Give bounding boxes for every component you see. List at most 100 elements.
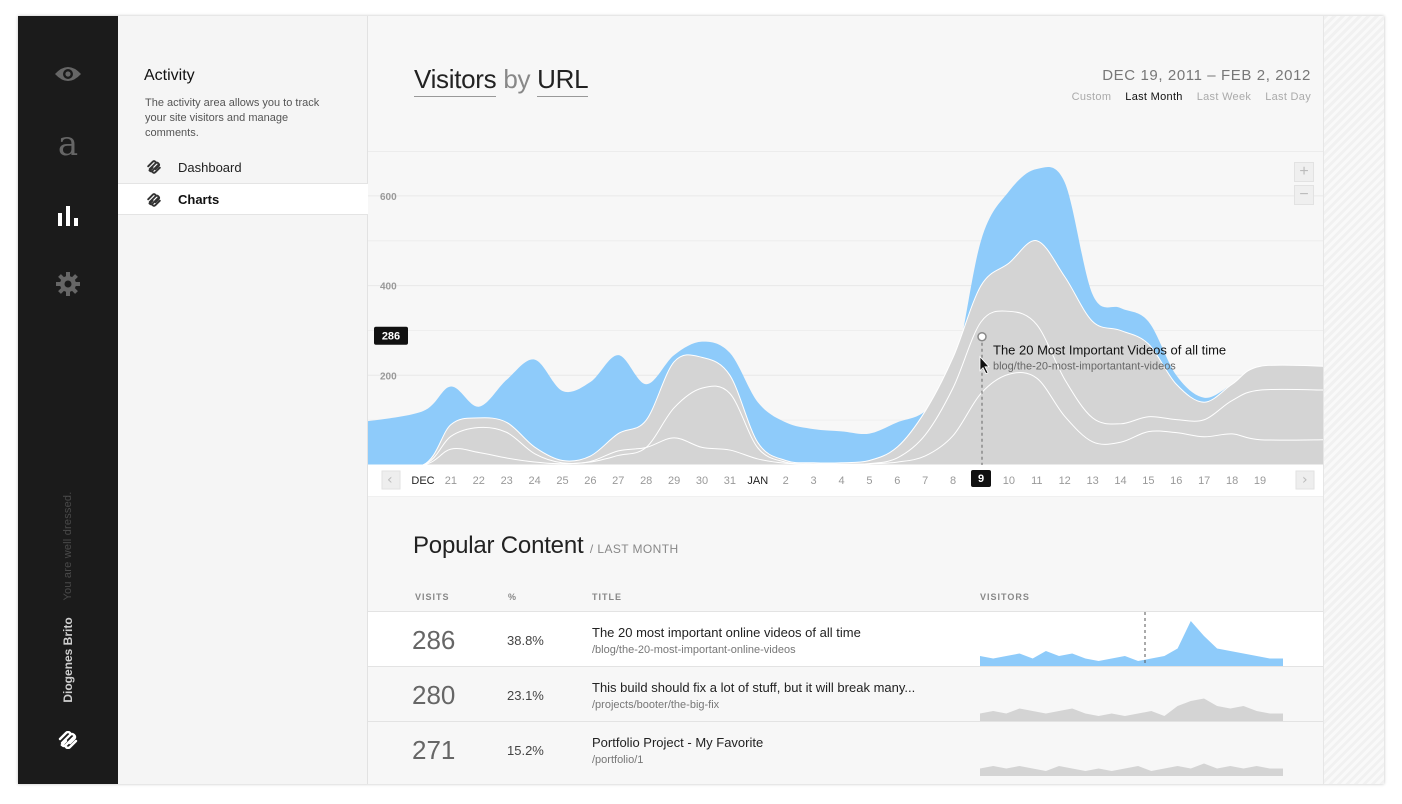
visits-value: 271 [412, 735, 456, 765]
dimension-selector[interactable]: URL [537, 64, 589, 97]
sidebar-item-label: Dashboard [178, 159, 242, 175]
table-row[interactable]: 280 23.1% This build should fix a lot of s… [368, 666, 1323, 721]
y-tick-label: 400 [380, 282, 397, 293]
x-axis-strip [368, 465, 1323, 497]
range-selector: Custom Last Month Last Week Last Day [1072, 91, 1311, 103]
range-option-custom[interactable]: Custom [1071, 91, 1112, 103]
sparkline-area [980, 698, 1283, 721]
content-url: /projects/booter/the-big-fix [592, 699, 720, 711]
x-tick-label: 26 [584, 475, 596, 487]
table-row[interactable]: 271 15.2% Portfolio Project - My Favorite /… [368, 721, 1323, 776]
sidebar-item-charts[interactable]: Charts [118, 183, 368, 215]
percent-value: 23.1% [507, 688, 544, 703]
column-header-title[interactable]: TITLE [592, 592, 622, 602]
x-tick-label: 29 [668, 475, 680, 487]
sidebar: Activity The activity area allows you to… [118, 16, 368, 784]
visitors-chart: 200 400 600 ‹ › DEC 21 22 23 24 25 26 27 28 29 30 31 JAN 2… [368, 151, 1323, 497]
x-tick-label: 23 [501, 475, 513, 487]
table-row[interactable]: 286 38.8% The 20 most important online vid… [368, 611, 1323, 666]
content-title[interactable]: Portfolio Project - My Favorite [592, 735, 764, 750]
user-name[interactable]: Diogenes Brito [61, 617, 75, 703]
x-tick-label: 27 [612, 475, 624, 487]
x-tick-label: 7 [922, 475, 928, 487]
rail-tagline: You are well dressed. [62, 491, 74, 601]
content-url: /portfolio/1 [592, 754, 644, 766]
sidebar-item-label: Charts [178, 191, 220, 207]
content-title[interactable]: The 20 most important online videos of a… [592, 625, 861, 640]
visits-value: 286 [412, 625, 456, 655]
tooltip-url: blog/the-20-most-importantant-videos [993, 361, 1176, 373]
hover-value-badge [374, 326, 408, 345]
x-tick-label: 28 [640, 475, 652, 487]
percent-value: 15.2% [507, 743, 544, 758]
x-tick-label: 24 [528, 475, 540, 487]
x-tick-label: 25 [556, 475, 568, 487]
x-tick-label: 17 [1198, 475, 1210, 487]
primary-nav-rail: a You are well dressed. Diogenes Brito [18, 16, 118, 784]
popular-subtitle: / LAST MONTH [589, 542, 679, 556]
visits-value: 280 [412, 680, 456, 710]
chart-prev-button[interactable] [381, 470, 401, 490]
x-tick-label: 12 [1059, 475, 1071, 487]
x-tick-label: 4 [838, 475, 844, 487]
x-tick-label: 11 [1031, 475, 1042, 487]
popular-content-title: Popular Content / LAST MONTH [413, 532, 679, 560]
app-window: a You are well dressed. Diogenes Brito A… [18, 16, 1384, 784]
typography-icon[interactable]: a [57, 124, 79, 164]
gear-icon[interactable] [48, 264, 88, 304]
hover-point[interactable] [977, 331, 987, 342]
sparkline-area [980, 763, 1283, 776]
content-title[interactable]: This build should fix a lot of stuff, bu… [592, 680, 916, 695]
x-tick-label: 30 [696, 475, 708, 487]
x-tick-label: 14 [1114, 475, 1126, 487]
popular-title-text: Popular Content [413, 532, 584, 559]
x-tick-label: 6 [894, 475, 900, 487]
zoom-in-button[interactable]: + [1294, 162, 1314, 182]
title-connector: by [503, 64, 531, 94]
x-tick-label: 9 [978, 473, 984, 485]
x-tick-label: 8 [950, 475, 956, 487]
x-tick-label: 13 [1086, 475, 1098, 487]
eye-icon[interactable] [48, 54, 88, 94]
squarespace-logo-icon [146, 193, 162, 212]
y-tick-label: 200 [380, 371, 397, 382]
y-tick-label: 600 [380, 192, 397, 203]
percent-value: 38.8% [507, 633, 544, 648]
sidebar-description: The activity area allows you to track yo… [145, 97, 320, 139]
x-tick-label: 19 [1254, 475, 1266, 487]
x-tick-label: 21 [445, 475, 457, 487]
x-tick-label: 3 [811, 475, 817, 487]
hover-value-label: 286 [382, 331, 400, 343]
x-tick-label: DEC [411, 475, 434, 487]
x-tick-label: 18 [1226, 475, 1238, 487]
visitors-sparkline [980, 612, 1283, 666]
x-tick-label: 10 [1003, 475, 1015, 487]
page-title: Visitors by URL [414, 64, 589, 97]
x-tick-label: 22 [473, 475, 485, 487]
content-url: /blog/the-20-most-important-online-video… [592, 644, 796, 656]
column-header-percent[interactable]: % [508, 592, 518, 602]
metric-selector[interactable]: Visitors [414, 64, 497, 97]
x-tick-label: 2 [783, 475, 789, 487]
x-tick-label: 31 [724, 475, 736, 487]
column-header-visitors[interactable]: VISITORS [980, 592, 1030, 602]
chart-next-button[interactable] [1295, 470, 1315, 490]
sidebar-title: Activity [144, 67, 195, 84]
date-range-label: DEC 19, 2011 – FEB 2, 2012 [1102, 67, 1311, 84]
x-tick-label: JAN [747, 475, 768, 487]
zoom-out-button[interactable]: − [1294, 185, 1314, 205]
range-option-last-day[interactable]: Last Day [1265, 91, 1311, 103]
squarespace-logo-icon [146, 160, 162, 179]
sidebar-item-dashboard[interactable]: Dashboard [118, 151, 368, 183]
main-panel: Visitors by URL DEC 19, 2011 – FEB 2, 20… [368, 16, 1323, 784]
column-header-visits[interactable]: VISITS [415, 592, 450, 602]
range-option-last-month[interactable]: Last Month [1125, 91, 1183, 103]
sparkline-area [980, 621, 1283, 666]
visitors-sparkline [980, 698, 1283, 721]
range-option-last-week[interactable]: Last Week [1196, 91, 1252, 103]
bar-chart-icon[interactable] [48, 196, 88, 236]
cursor-icon [979, 355, 990, 375]
chevron-left-icon: ‹ [387, 472, 393, 488]
squarespace-logo-icon[interactable] [48, 720, 88, 760]
